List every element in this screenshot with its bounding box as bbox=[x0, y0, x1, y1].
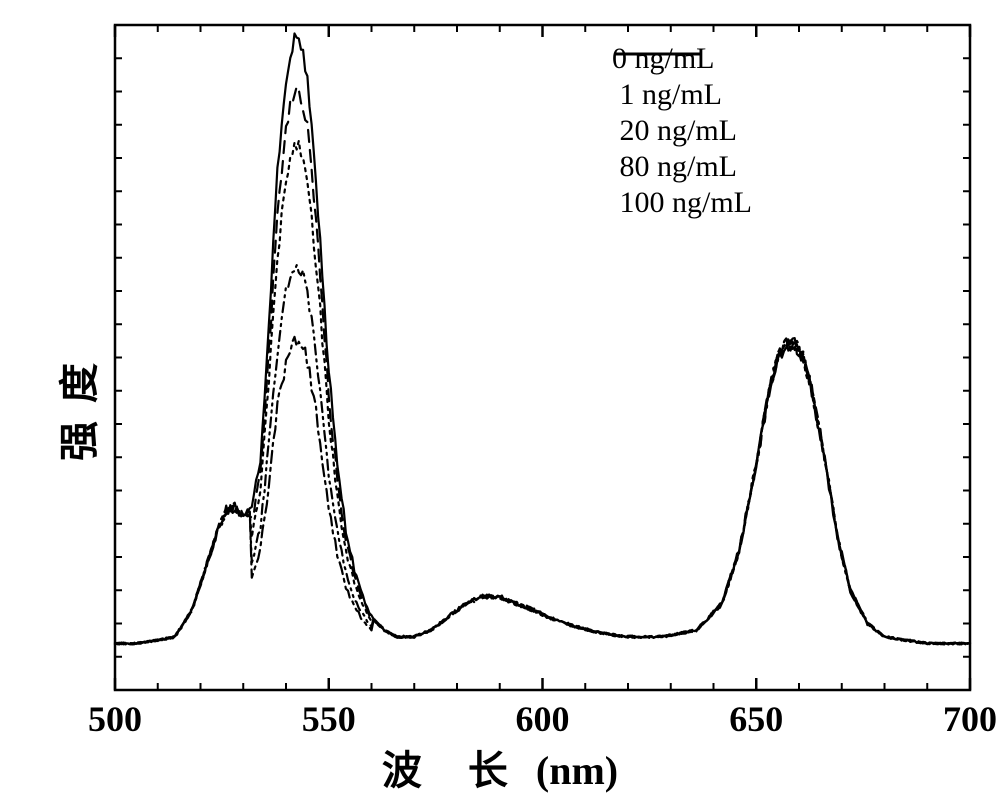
y-axis-label: 强度 bbox=[47, 345, 105, 461]
x-axis-label-unit: (nm) bbox=[536, 748, 618, 793]
legend-label: 20 ng/mL bbox=[612, 114, 737, 148]
legend-swatch bbox=[612, 40, 702, 68]
x-axis-label-cjk: 波 长 bbox=[382, 748, 526, 793]
legend: 0 ng/mL 1 ng/mL 20 ng/mL 80 ng/mL 100 ng… bbox=[612, 40, 752, 222]
legend-row: 80 ng/mL bbox=[612, 150, 752, 184]
x-tick-label: 550 bbox=[302, 698, 356, 740]
x-axis-label: 波 长 (nm) bbox=[382, 738, 618, 796]
x-tick-label: 600 bbox=[516, 698, 570, 740]
legend-row: 1 ng/mL bbox=[612, 78, 752, 112]
legend-label: 80 ng/mL bbox=[612, 150, 737, 184]
legend-row: 20 ng/mL bbox=[612, 114, 752, 148]
legend-label: 1 ng/mL bbox=[612, 78, 722, 112]
x-tick-label: 500 bbox=[88, 698, 142, 740]
chart-canvas bbox=[0, 0, 1000, 806]
spectrum-chart: 强度 波 长 (nm) 500 550 600 650 700 0 ng/mL 1 ng… bbox=[0, 0, 1000, 806]
x-tick-label: 700 bbox=[943, 698, 997, 740]
legend-row: 100 ng/mL bbox=[612, 186, 752, 220]
legend-label: 100 ng/mL bbox=[612, 186, 752, 220]
x-tick-label: 650 bbox=[729, 698, 783, 740]
